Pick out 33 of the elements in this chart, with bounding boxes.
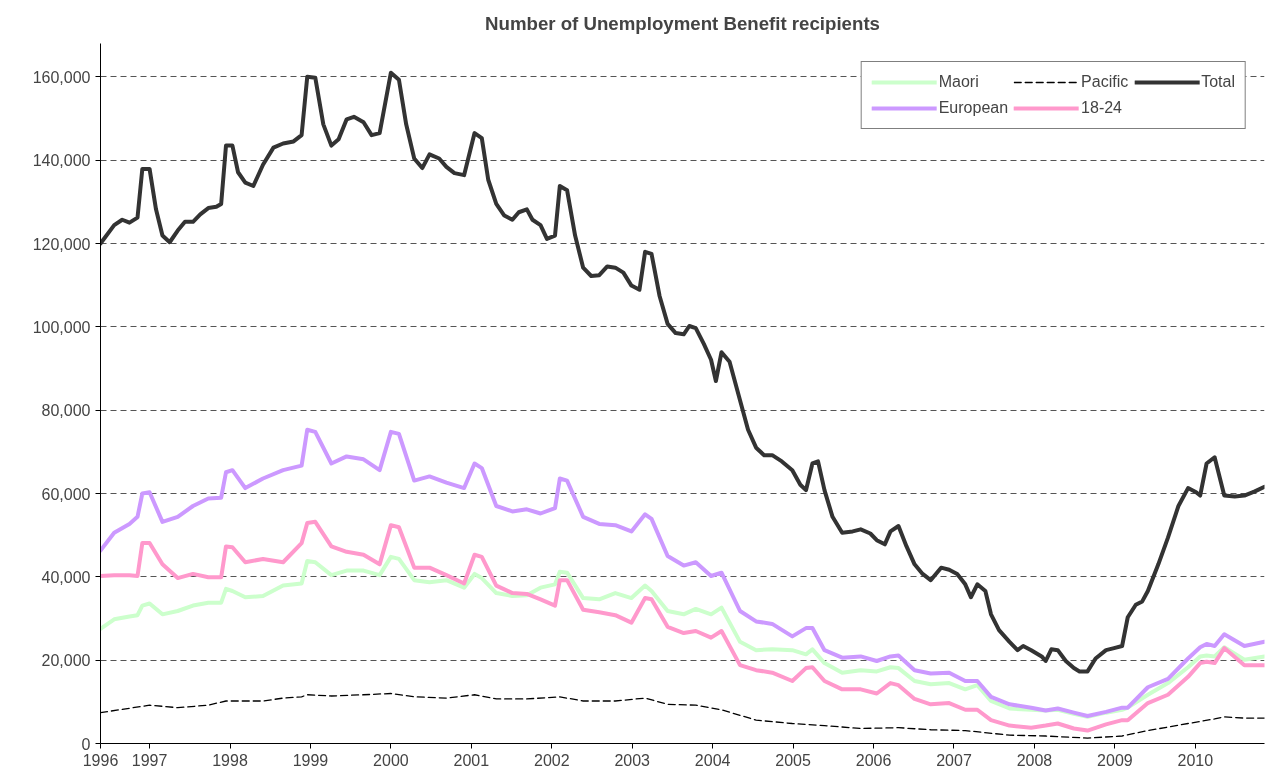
x-tick-label: 1996 [82,751,119,769]
y-tick-label: 60,000 [41,485,91,503]
legend-label: 18-24 [1081,99,1122,117]
y-tick-label: 100,000 [32,318,91,336]
y-tick-label: 0 [81,735,91,753]
y-tick-label: 120,000 [32,235,91,253]
y-tick-label: 80,000 [41,402,91,420]
legend-label: Maori [938,73,979,91]
x-tick-label: 2009 [1097,751,1133,769]
x-tick-label: 2000 [373,751,409,769]
x-tick-label: 2001 [453,751,490,769]
x-tick-label: 2005 [775,751,812,769]
chart-title: Number of Unemployment Benefit recipients [485,12,880,34]
x-tick-label: 2003 [614,751,651,769]
x-tick-label: 2002 [533,751,570,769]
y-tick-label: 140,000 [32,152,91,170]
y-tick-label: 20,000 [41,652,91,670]
legend-label: Total [1201,73,1235,91]
y-tick-label: 160,000 [32,68,91,86]
x-tick-label: 1999 [292,751,329,769]
x-tick-label: 2008 [1016,751,1053,769]
x-tick-label: 2004 [694,751,731,769]
x-tick-label: 2007 [936,751,972,769]
line-series [100,519,1265,733]
x-tick-label: 1998 [212,751,248,769]
x-tick-label: 1997 [131,751,168,769]
y-tick-label: 40,000 [41,568,91,586]
line-series [100,70,1265,674]
legend-label: European [938,99,1009,117]
x-tick-label: 2006 [855,751,892,769]
legend-label: Pacific [1081,73,1129,91]
x-tick-label: 2010 [1177,751,1214,769]
line-series [100,427,1265,718]
